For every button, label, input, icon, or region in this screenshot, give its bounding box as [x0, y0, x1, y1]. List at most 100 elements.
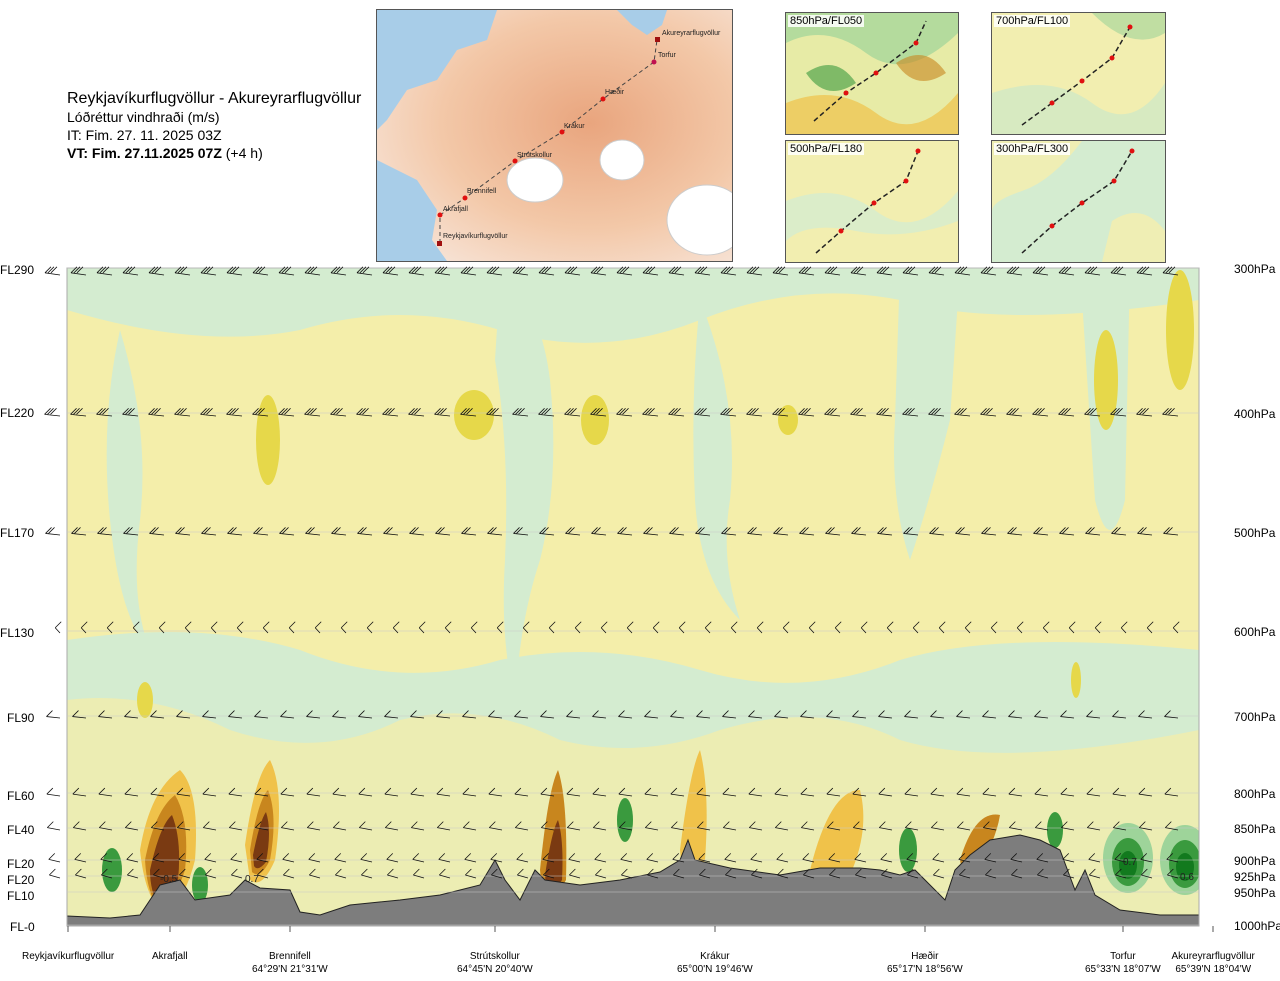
wind-barb	[850, 266, 867, 276]
wind-barb	[306, 710, 321, 719]
wind-barb	[1110, 266, 1127, 276]
wind-barb	[201, 527, 217, 536]
wind-barb	[720, 408, 737, 417]
wind-barb	[1086, 787, 1101, 797]
wind-barb	[1034, 710, 1049, 719]
wind-barb	[278, 266, 295, 276]
wind-barb	[438, 853, 451, 863]
wind-barb	[668, 266, 685, 276]
wind-barb	[382, 408, 399, 417]
wind-barb	[678, 621, 686, 634]
wind-barb	[670, 710, 685, 719]
wind-barb	[514, 710, 529, 719]
wind-barb	[773, 527, 789, 536]
wind-barb	[1036, 853, 1049, 863]
wind-barb	[75, 868, 87, 879]
wind-barb	[465, 868, 477, 879]
wind-barb	[1113, 821, 1127, 831]
wind-barb	[1164, 787, 1179, 797]
downdraft-spot	[137, 682, 153, 718]
waypoint-label: Torfur	[658, 52, 677, 59]
wind-barb	[256, 853, 269, 863]
wind-barb	[153, 868, 165, 879]
wind-barb	[434, 408, 451, 417]
wind-barb	[616, 408, 633, 417]
wind-barb	[538, 266, 555, 276]
wind-barb	[491, 868, 503, 879]
wind-barb	[262, 621, 270, 634]
wind-barb	[309, 868, 321, 879]
wind-barb	[1061, 821, 1075, 831]
wind-barb	[340, 621, 348, 634]
wind-barb	[1114, 853, 1127, 863]
location-name: Torfur	[1110, 951, 1136, 962]
wind-barb	[122, 408, 139, 417]
wind-barb	[617, 527, 633, 536]
fjord	[617, 10, 667, 35]
wind-barb	[756, 621, 764, 634]
wind-barb	[282, 853, 295, 863]
wind-barb	[698, 853, 711, 863]
route-map-svg: Akureyrarflugvöllur Torfur Hæðir Krákur …	[377, 10, 732, 261]
chart-title: Reykjavíkurflugvöllur - Akureyrarflugvöl…	[67, 90, 362, 107]
location-label: Krákur 65°00'N 19°46'W	[677, 950, 753, 976]
value-annotation: 0.7	[1123, 857, 1137, 868]
wind-barb	[254, 787, 269, 797]
wind-barb	[1006, 266, 1023, 276]
wind-barb	[1068, 621, 1076, 634]
wind-barb	[1011, 868, 1023, 879]
wind-barb	[257, 868, 269, 879]
wind-barb	[387, 868, 399, 879]
wind-barb	[463, 821, 477, 831]
location-name: Reykjavíkurflugvöllur	[22, 951, 115, 962]
wind-barb	[567, 821, 581, 831]
downdraft-spot	[1094, 330, 1118, 430]
wind-barb	[1139, 821, 1153, 831]
wind-barb	[71, 527, 87, 536]
wind-barb	[928, 266, 945, 276]
wind-barb	[776, 853, 789, 863]
valid-time: VT: Fim. 27.11.2025 07Z (+4 h)	[67, 144, 361, 162]
wind-barb	[1138, 787, 1153, 797]
wind-barb	[591, 527, 607, 536]
wind-barb	[330, 266, 347, 276]
pressure-level-label: 300hPa	[1234, 262, 1276, 276]
downdraft-spot	[454, 390, 494, 440]
wind-barb	[854, 853, 867, 863]
wind-barb	[590, 266, 607, 276]
wind-barb	[724, 853, 737, 863]
wind-barb	[828, 853, 841, 863]
wind-barb	[723, 821, 737, 831]
wind-barb	[668, 408, 685, 417]
wind-barb	[985, 868, 997, 879]
wind-barb	[184, 621, 192, 634]
location-label: Akureyrarflugvöllur 65°39'N 18°04'W	[1172, 950, 1255, 976]
waypoint-label: Brennifell	[467, 188, 497, 195]
wind-barb	[176, 787, 191, 797]
waypoint-brennifell	[462, 195, 468, 201]
wind-barb	[956, 710, 971, 719]
wind-barb	[878, 787, 893, 797]
wind-barb	[314, 621, 322, 634]
downdraft-core	[253, 812, 269, 869]
wind-barb	[462, 787, 477, 797]
wind-barb	[694, 408, 711, 417]
wind-barb	[956, 787, 971, 797]
wind-barb	[252, 408, 269, 417]
wind-barb	[855, 868, 867, 879]
wind-barb	[435, 527, 451, 536]
wind-barb	[97, 527, 113, 536]
wind-barb	[704, 621, 712, 634]
wind-barb	[305, 527, 321, 536]
wind-barb	[99, 821, 113, 831]
location-label: Strútskollur 64°45'N 20°40'W	[457, 950, 533, 976]
wind-barb	[392, 621, 400, 634]
level-map-label: 500hPa/FL180	[788, 143, 865, 155]
flight-level-label: FL20	[7, 873, 35, 887]
wind-barb	[673, 868, 685, 879]
wind-barb	[229, 821, 243, 831]
wind-barb	[174, 408, 191, 417]
wind-barb	[982, 710, 997, 719]
wind-barb	[1110, 408, 1127, 417]
level-map-label: 700hPa/FL100	[994, 15, 1071, 27]
